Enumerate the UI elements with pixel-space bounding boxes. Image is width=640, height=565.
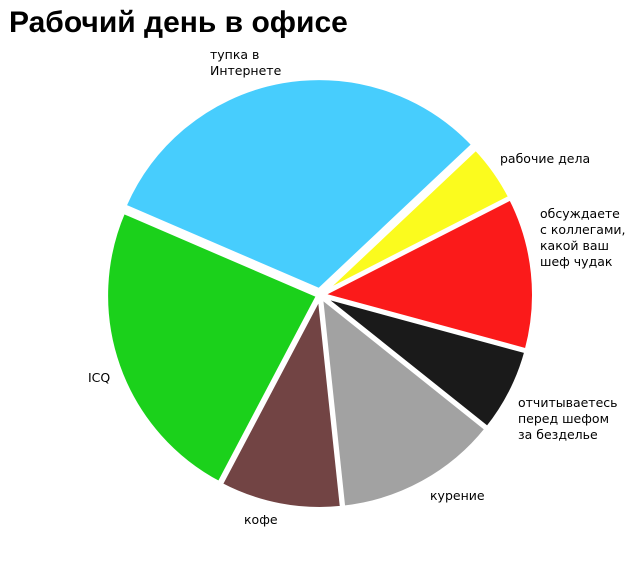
pie-slice-0 — [122, 76, 476, 293]
slice-label-smoking: курение — [430, 488, 485, 503]
pie-slice-6 — [104, 209, 321, 486]
slice-label-icq: ICQ — [88, 370, 111, 385]
chart-title: Рабочий день в офисе — [9, 6, 348, 39]
slice-label-reporting: отчитываетесь перед шефом за безделье — [518, 395, 618, 442]
slice-label-work: рабочие дела — [500, 151, 591, 166]
pie-slice-2 — [319, 196, 536, 353]
pie-slice-4 — [318, 294, 489, 510]
slice-label-internet: тупка в Интернете — [210, 47, 282, 78]
slice-label-boss-gossip: обсуждаете с коллегами, какой ваш шеф чу… — [540, 206, 626, 269]
pie-slice-5 — [218, 294, 344, 511]
slice-label-coffee: кофе — [244, 512, 278, 527]
